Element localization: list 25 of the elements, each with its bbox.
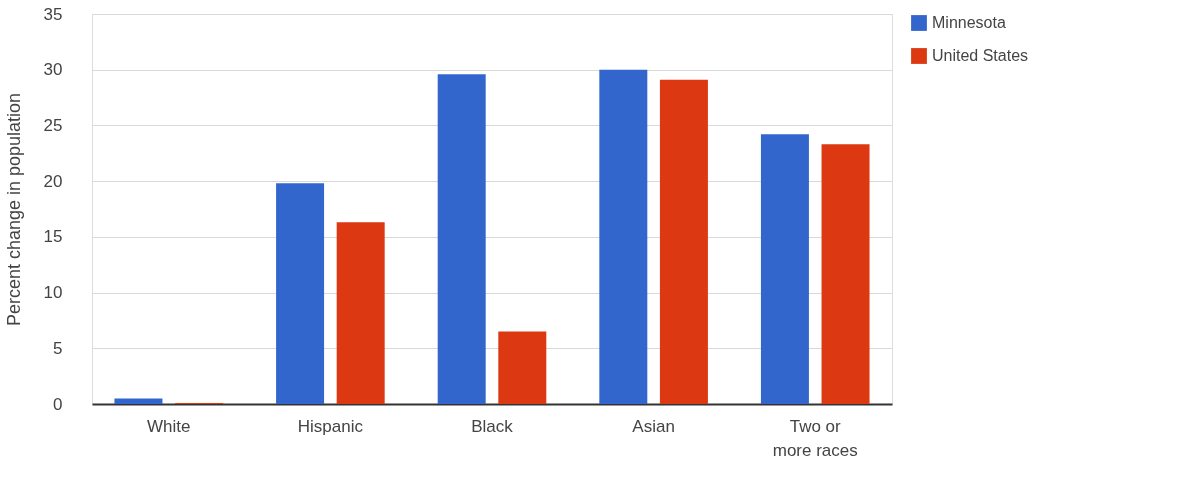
x-tick-label: Hispanic <box>297 416 364 436</box>
y-tick-label: 10 <box>43 283 63 303</box>
bar <box>760 134 809 404</box>
bar <box>336 222 385 404</box>
x-tick-label: White <box>147 416 191 436</box>
x-tick-label: Two or more races <box>772 416 858 460</box>
bar <box>437 74 486 404</box>
bar <box>821 144 870 404</box>
legend-label: United States <box>932 47 1029 64</box>
y-tick-label: 0 <box>53 394 63 414</box>
bar <box>498 331 547 404</box>
y-tick-label: 30 <box>43 60 63 80</box>
y-tick-label: 15 <box>43 227 63 247</box>
bar <box>114 398 163 404</box>
y-axis-title: Percent change in population <box>3 92 24 327</box>
y-tick-label: 25 <box>43 115 63 135</box>
y-tick-label: 35 <box>43 4 63 24</box>
bar <box>599 69 648 404</box>
y-tick-label: 5 <box>53 338 63 358</box>
bar <box>276 183 325 404</box>
y-tick-label: 20 <box>43 171 63 191</box>
x-tick-label: Black <box>471 416 514 436</box>
legend-label: Minnesota <box>932 14 1006 31</box>
x-tick-label: Asian <box>632 416 675 436</box>
bar <box>659 79 708 404</box>
